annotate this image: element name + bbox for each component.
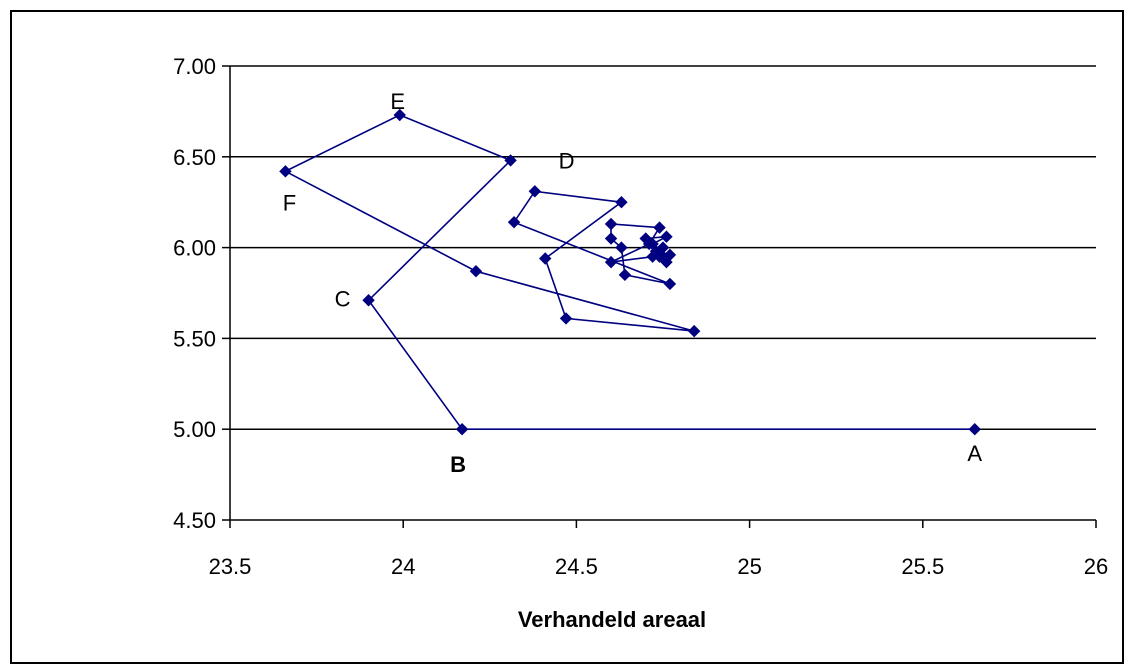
data-point bbox=[559, 312, 573, 325]
y-tick-label: 5.00 bbox=[173, 417, 216, 442]
point-label-e: E bbox=[390, 89, 405, 114]
data-point bbox=[615, 241, 628, 254]
point-label-c: C bbox=[335, 286, 351, 311]
data-point bbox=[604, 255, 618, 269]
x-tick-label: 24.5 bbox=[555, 554, 598, 579]
data-point bbox=[504, 154, 517, 167]
y-tick-label: 6.50 bbox=[173, 145, 216, 170]
data-point bbox=[968, 422, 981, 436]
data-point bbox=[455, 422, 469, 436]
y-tick-label: 5.50 bbox=[173, 326, 216, 351]
data-point bbox=[660, 230, 673, 243]
x-tick-label: 25.5 bbox=[901, 554, 944, 579]
x-tick-label: 23.5 bbox=[209, 554, 252, 579]
data-point bbox=[646, 237, 659, 251]
data-point bbox=[663, 277, 677, 291]
data-point bbox=[604, 217, 618, 231]
y-tick-label: 4.50 bbox=[173, 508, 216, 533]
point-label-a: A bbox=[967, 441, 982, 466]
x-tick-label: 25 bbox=[737, 554, 761, 579]
data-point bbox=[656, 241, 670, 254]
point-label-b: B bbox=[450, 452, 466, 477]
data-point bbox=[618, 268, 632, 282]
axes: 4.50 5.00 5.50 6.00 6.50 7.00 23.5 24 24.5 25 25.5… bbox=[173, 54, 1108, 579]
data-point bbox=[653, 250, 666, 263]
data-point bbox=[639, 232, 652, 245]
data-point bbox=[507, 215, 521, 229]
data-point bbox=[528, 185, 542, 198]
chart-border bbox=[10, 10, 1124, 664]
data-point bbox=[660, 255, 673, 269]
data-point bbox=[539, 252, 552, 265]
y-tick-label: 7.00 bbox=[173, 54, 216, 79]
y-tick-label: 6.00 bbox=[173, 236, 216, 261]
data-point bbox=[279, 165, 292, 178]
x-tick-label: 24 bbox=[391, 554, 415, 579]
data-point bbox=[604, 232, 618, 245]
data-point bbox=[469, 265, 483, 278]
data-point bbox=[653, 221, 666, 234]
point-label-f: F bbox=[283, 190, 296, 215]
x-axis-title: Verhandeld areaal bbox=[518, 607, 706, 632]
data-point bbox=[615, 195, 628, 209]
point-label-d: D bbox=[559, 148, 575, 173]
data-point bbox=[687, 324, 701, 338]
data-point bbox=[362, 294, 375, 307]
data-point bbox=[393, 108, 406, 122]
point-labels: A B C D E F bbox=[283, 89, 983, 477]
data-series bbox=[279, 108, 981, 436]
x-tick-label: 26 bbox=[1084, 554, 1108, 579]
